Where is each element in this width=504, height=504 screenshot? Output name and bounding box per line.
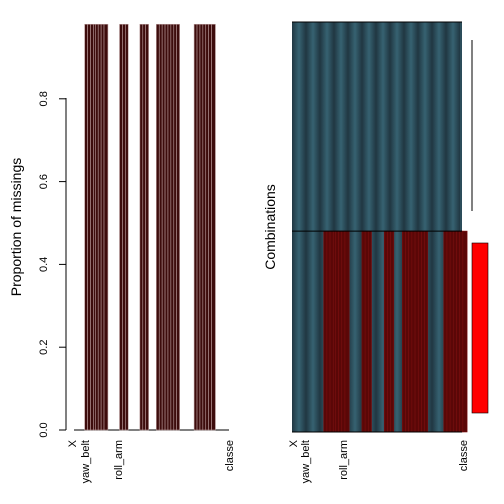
y-tick-label: 0.2 bbox=[38, 340, 50, 355]
missing-bar bbox=[199, 23, 204, 431]
missing-bar bbox=[122, 23, 126, 431]
missing-cell bbox=[453, 230, 457, 433]
missing-bar bbox=[139, 23, 144, 431]
x-tick-label: yaw_belt bbox=[300, 440, 312, 483]
frequency-bar-missing bbox=[471, 242, 489, 414]
missing-bar bbox=[103, 23, 109, 431]
missing-bar bbox=[176, 23, 180, 431]
missing-bar bbox=[211, 23, 216, 431]
missing-bar bbox=[164, 23, 169, 431]
missing-cell bbox=[341, 230, 346, 433]
missing-cell bbox=[335, 230, 339, 433]
y-ticks: 0.0 0.2 0.4 0.6 0.8 bbox=[38, 91, 66, 438]
missing-bar bbox=[90, 23, 94, 431]
missing-cell bbox=[326, 230, 331, 433]
missing-bar bbox=[95, 23, 99, 431]
missing-cell bbox=[344, 230, 350, 433]
cell-shade bbox=[460, 22, 462, 432]
missing-cell bbox=[446, 230, 451, 433]
missing-cell bbox=[332, 230, 336, 433]
missing-cell bbox=[387, 230, 391, 433]
missing-bar bbox=[208, 23, 212, 431]
missing-cell bbox=[338, 230, 343, 433]
missing-cell bbox=[383, 230, 388, 433]
x-tick-label: classe bbox=[224, 440, 236, 471]
x-tick-label: yaw_belt bbox=[80, 440, 92, 483]
missing-bar bbox=[119, 23, 123, 431]
missing-bar bbox=[100, 23, 105, 431]
missing-cell bbox=[364, 230, 369, 433]
missing-cell bbox=[329, 230, 334, 433]
missing-cell bbox=[361, 230, 366, 433]
missing-bar bbox=[193, 23, 198, 431]
y-tick-label: 0.0 bbox=[38, 422, 50, 437]
x-tick-label: roll_arm bbox=[113, 440, 125, 480]
missing-cell bbox=[414, 230, 419, 433]
missing-bar bbox=[161, 23, 166, 431]
x-tick-label: classe bbox=[458, 440, 470, 471]
missing-proportion-chart: 0.0 0.2 0.4 0.6 0.8 Proportion of missings X… bbox=[8, 23, 236, 483]
cell-shade bbox=[432, 22, 446, 432]
missing-bar bbox=[84, 23, 88, 431]
missing-bar bbox=[158, 23, 163, 431]
missing-bars bbox=[74, 23, 229, 431]
missing-cell bbox=[368, 230, 372, 433]
missing-cell bbox=[405, 230, 409, 433]
missing-cell bbox=[323, 230, 328, 433]
missing-cell bbox=[402, 230, 406, 433]
missing-cell bbox=[424, 230, 429, 433]
combination-frequency-bars bbox=[471, 40, 489, 414]
combination-grid bbox=[292, 21, 468, 433]
missing-bar bbox=[145, 23, 149, 431]
cell-shade bbox=[306, 22, 320, 432]
missing-cell bbox=[390, 230, 395, 433]
missing-bar bbox=[205, 23, 209, 431]
x-tick-label: X bbox=[288, 439, 300, 447]
x-tick-label: roll_arm bbox=[338, 440, 350, 480]
missing-cell bbox=[408, 230, 413, 433]
y-tick-label: 0.8 bbox=[38, 91, 50, 106]
missing-cell bbox=[417, 230, 422, 433]
missing-cell bbox=[443, 230, 448, 433]
missing-cell bbox=[462, 230, 468, 433]
y-axis-title-combinations: Combinations bbox=[262, 184, 278, 270]
missing-bar bbox=[202, 23, 207, 431]
missing-bar bbox=[196, 23, 201, 431]
missing-cell bbox=[411, 230, 416, 433]
missing-bar bbox=[167, 23, 172, 431]
missing-bar bbox=[125, 23, 129, 431]
cell-shade bbox=[348, 22, 362, 432]
x-tick-label: X bbox=[67, 439, 79, 447]
y-axis-title: Proportion of missings bbox=[8, 158, 24, 297]
missing-cell bbox=[421, 230, 425, 433]
missing-cell bbox=[459, 230, 464, 433]
missing-bar bbox=[97, 23, 102, 431]
y-tick-label: 0.4 bbox=[38, 257, 50, 272]
missing-bar bbox=[173, 23, 177, 431]
missing-bar bbox=[142, 23, 146, 431]
missing-cell bbox=[449, 230, 454, 433]
y-tick-label: 0.6 bbox=[38, 174, 50, 189]
missing-bar bbox=[170, 23, 175, 431]
missing-cell bbox=[456, 230, 460, 433]
missing-bar bbox=[87, 23, 91, 431]
missing-bar bbox=[156, 23, 160, 431]
cell-shade bbox=[292, 22, 306, 432]
